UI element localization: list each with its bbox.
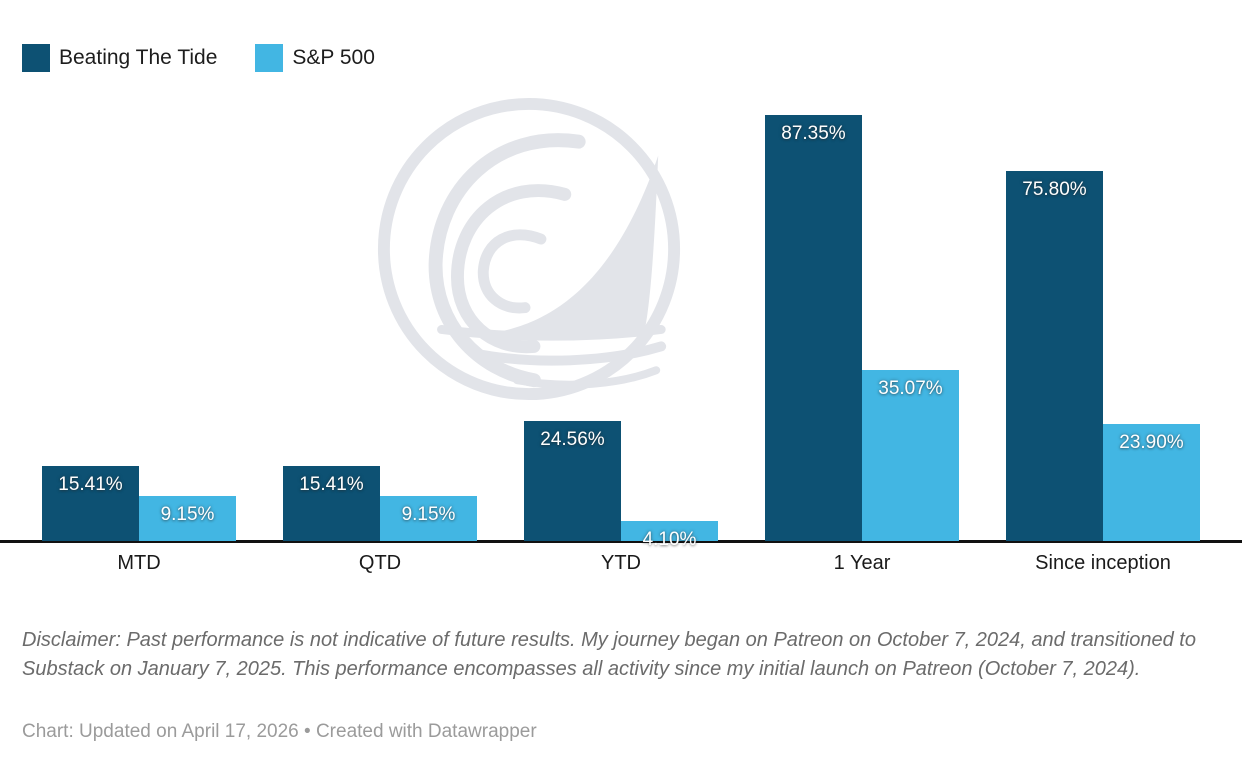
legend-label: S&P 500 — [292, 46, 375, 69]
bar-beating-the-tide-1-year: 87.35% — [765, 115, 862, 541]
logo-sail — [495, 155, 659, 333]
legend: Beating The Tide S&P 500 — [22, 44, 413, 72]
bar-value-label: 23.90% — [1119, 432, 1184, 453]
x-axis-label-mtd: MTD — [117, 552, 161, 574]
x-axis-line — [0, 540, 1242, 543]
legend-swatch-s-p-500 — [255, 44, 284, 72]
bar-value-label: 15.41% — [58, 474, 123, 495]
brand-watermark-wave-sail-logo — [377, 97, 681, 401]
legend-item-beating-the-tide: Beating The Tide — [22, 44, 217, 72]
legend-swatch-beating-the-tide — [22, 44, 50, 72]
legend-label: Beating The Tide — [59, 46, 218, 69]
bar-s-p-500-since-inception: 23.90% — [1103, 424, 1200, 541]
logo-water-swoosh-1 — [469, 341, 667, 366]
logo-wave-core — [477, 229, 547, 314]
bar-value-label: 4.10% — [642, 529, 697, 550]
logo-water-swoosh-2 — [513, 366, 661, 389]
bar-beating-the-tide-since-inception: 75.80% — [1006, 171, 1103, 541]
bar-s-p-500-mtd: 9.15% — [139, 496, 236, 541]
logo-ring — [377, 97, 681, 401]
x-axis-label-1-year: 1 Year — [833, 552, 891, 574]
bar-s-p-500-qtd: 9.15% — [380, 496, 477, 541]
bar-value-label: 24.56% — [540, 429, 605, 450]
footer-credit: Chart: Updated on April 17, 2026 • Creat… — [22, 721, 537, 742]
logo-wave-curl — [450, 184, 572, 354]
bar-beating-the-tide-mtd: 15.41% — [42, 466, 139, 541]
logo-waterline — [437, 325, 666, 341]
bar-value-label: 35.07% — [878, 378, 943, 399]
bar-value-label: 75.80% — [1022, 179, 1087, 200]
bar-value-label: 9.15% — [160, 504, 215, 525]
x-axis-label-since-inception: Since inception — [1035, 552, 1171, 574]
x-axis-label-qtd: QTD — [358, 552, 402, 574]
disclaimer-text: Disclaimer: Past performance is not indi… — [22, 629, 1196, 680]
x-axis-label-ytd: YTD — [601, 552, 641, 574]
legend-item-s-p-500: S&P 500 — [255, 44, 375, 72]
bar-beating-the-tide-qtd: 15.41% — [283, 466, 380, 541]
bar-beating-the-tide-ytd: 24.56% — [524, 421, 621, 541]
bar-s-p-500-1-year: 35.07% — [862, 370, 959, 541]
bar-value-label: 9.15% — [401, 504, 456, 525]
bar-value-label: 15.41% — [299, 474, 364, 495]
bar-s-p-500-ytd: 4.10% — [621, 521, 718, 550]
bar-value-label: 87.35% — [781, 123, 846, 144]
